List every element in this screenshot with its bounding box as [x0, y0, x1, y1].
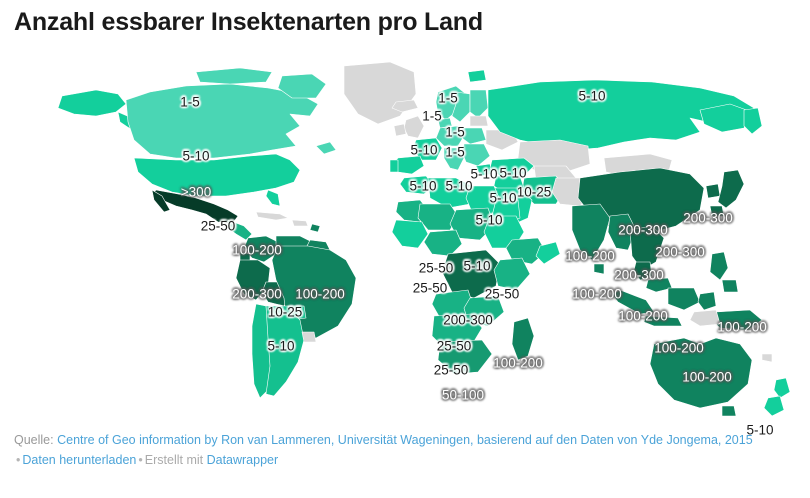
country-peru — [235, 259, 271, 301]
country-south-africa — [437, 339, 493, 375]
country-usa-florida — [265, 189, 281, 207]
country-iceland — [391, 99, 419, 113]
canada-arctic-islands — [195, 67, 273, 85]
country-central-america — [227, 219, 253, 241]
country-mali — [417, 203, 459, 231]
country-portugal — [389, 159, 399, 173]
country-colombia — [243, 235, 279, 263]
country-baltic — [469, 115, 489, 127]
country-japan-south — [709, 205, 725, 217]
country-poland — [461, 127, 487, 145]
country-india — [571, 203, 611, 261]
country-sumatra — [611, 289, 655, 315]
country-kenya-tanzania — [493, 257, 531, 291]
russia-kamchatka — [743, 107, 763, 135]
country-caribbean-islands — [309, 223, 321, 233]
download-data-link[interactable]: Daten herunterladen — [22, 453, 137, 467]
created-with-label: Erstellt mit — [144, 453, 204, 467]
country-philippines — [709, 251, 729, 281]
country-united-states — [133, 153, 301, 197]
country-japan — [717, 169, 745, 209]
country-west-papua — [689, 309, 721, 327]
world-map-svg[interactable]: .c1 { fill: #4ad6b4; } .c2 { fill: #13cf… — [0, 54, 810, 422]
russia-far-east — [699, 103, 753, 133]
country-greece — [475, 163, 493, 177]
country-australia — [649, 337, 753, 409]
country-borneo — [667, 287, 701, 311]
country-new-zealand-south — [763, 395, 785, 417]
country-west-africa-coast — [391, 219, 429, 249]
map-container[interactable]: .c1 { fill: #4ad6b4; } .c2 { fill: #13cf… — [0, 54, 810, 436]
country-somalia — [535, 241, 561, 265]
country-libya — [465, 185, 501, 215]
country-bangladesh-myanmar — [607, 213, 637, 251]
country-turkey — [489, 157, 535, 177]
country-hispaniola — [291, 219, 309, 227]
country-svalbard — [467, 69, 487, 83]
country-cuba — [255, 211, 289, 221]
canada-baffin — [277, 73, 327, 99]
country-france — [411, 137, 443, 161]
country-argentina — [265, 305, 305, 397]
country-ethiopia — [505, 237, 547, 265]
country-sulawesi — [697, 291, 717, 311]
country-sri-lanka — [593, 263, 605, 275]
country-denmark — [437, 117, 453, 129]
country-dr-congo — [441, 249, 501, 299]
country-ireland — [393, 123, 407, 137]
country-niger-chad — [449, 207, 495, 241]
country-alaska — [57, 89, 127, 117]
bullet-separator-1: • — [16, 453, 21, 467]
bullet-separator-2: • — [138, 453, 143, 467]
page-title: Anzahl essbarer Insektenarten pro Land — [14, 8, 483, 36]
datawrapper-link[interactable]: Datawrapper — [206, 453, 279, 467]
source-line: Quelle: Centre of Geo information by Ron… — [14, 432, 804, 449]
country-korea — [705, 183, 721, 199]
country-tasmania — [721, 405, 737, 417]
country-morocco — [399, 175, 435, 195]
country-finland — [469, 89, 489, 119]
country-canada — [125, 83, 319, 159]
country-java — [643, 315, 683, 327]
country-mexico-baja — [151, 189, 171, 213]
footer-links-line: • Daten herunterladen • Erstellt mit Datawr… — [14, 452, 804, 469]
country-madagascar — [511, 317, 535, 361]
country-thailand-vietnam — [629, 225, 665, 271]
country-uruguay — [301, 331, 317, 343]
canada-newfoundland — [315, 141, 337, 155]
source-link[interactable]: Centre of Geo information by Ron van Lam… — [57, 433, 753, 447]
country-philippines-south — [721, 279, 739, 293]
chart-footer: Quelle: Centre of Geo information by Ron… — [14, 432, 804, 469]
source-label: Quelle: — [14, 433, 54, 447]
country-malaysia — [645, 277, 673, 293]
country-indochina-peninsula — [633, 261, 653, 281]
country-new-zealand-north — [773, 377, 791, 399]
country-new-caledonia — [761, 353, 773, 363]
country-italy — [443, 147, 465, 171]
